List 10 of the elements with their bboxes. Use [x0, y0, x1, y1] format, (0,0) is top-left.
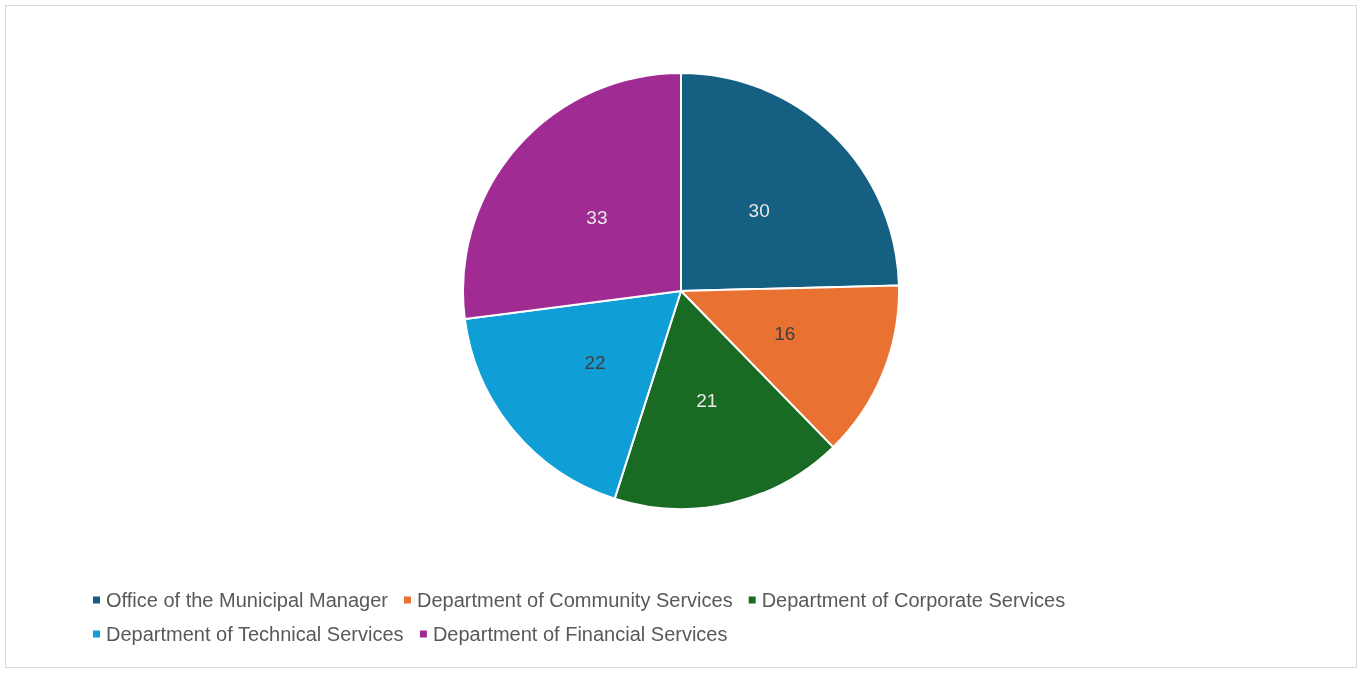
legend-label: Department of Community Services	[417, 589, 733, 611]
data-label: 22	[584, 352, 606, 374]
data-label: 16	[774, 322, 796, 344]
data-label: 33	[586, 206, 608, 228]
data-label: 30	[748, 200, 770, 222]
legend-label: Department of Corporate Services	[761, 589, 1066, 611]
data-label: 21	[696, 389, 718, 411]
legend-label: Department of Technical Services	[106, 623, 404, 645]
legend-label: Department of Financial Services	[432, 623, 728, 645]
legend-label: Office of the Municipal Manager	[106, 589, 389, 611]
